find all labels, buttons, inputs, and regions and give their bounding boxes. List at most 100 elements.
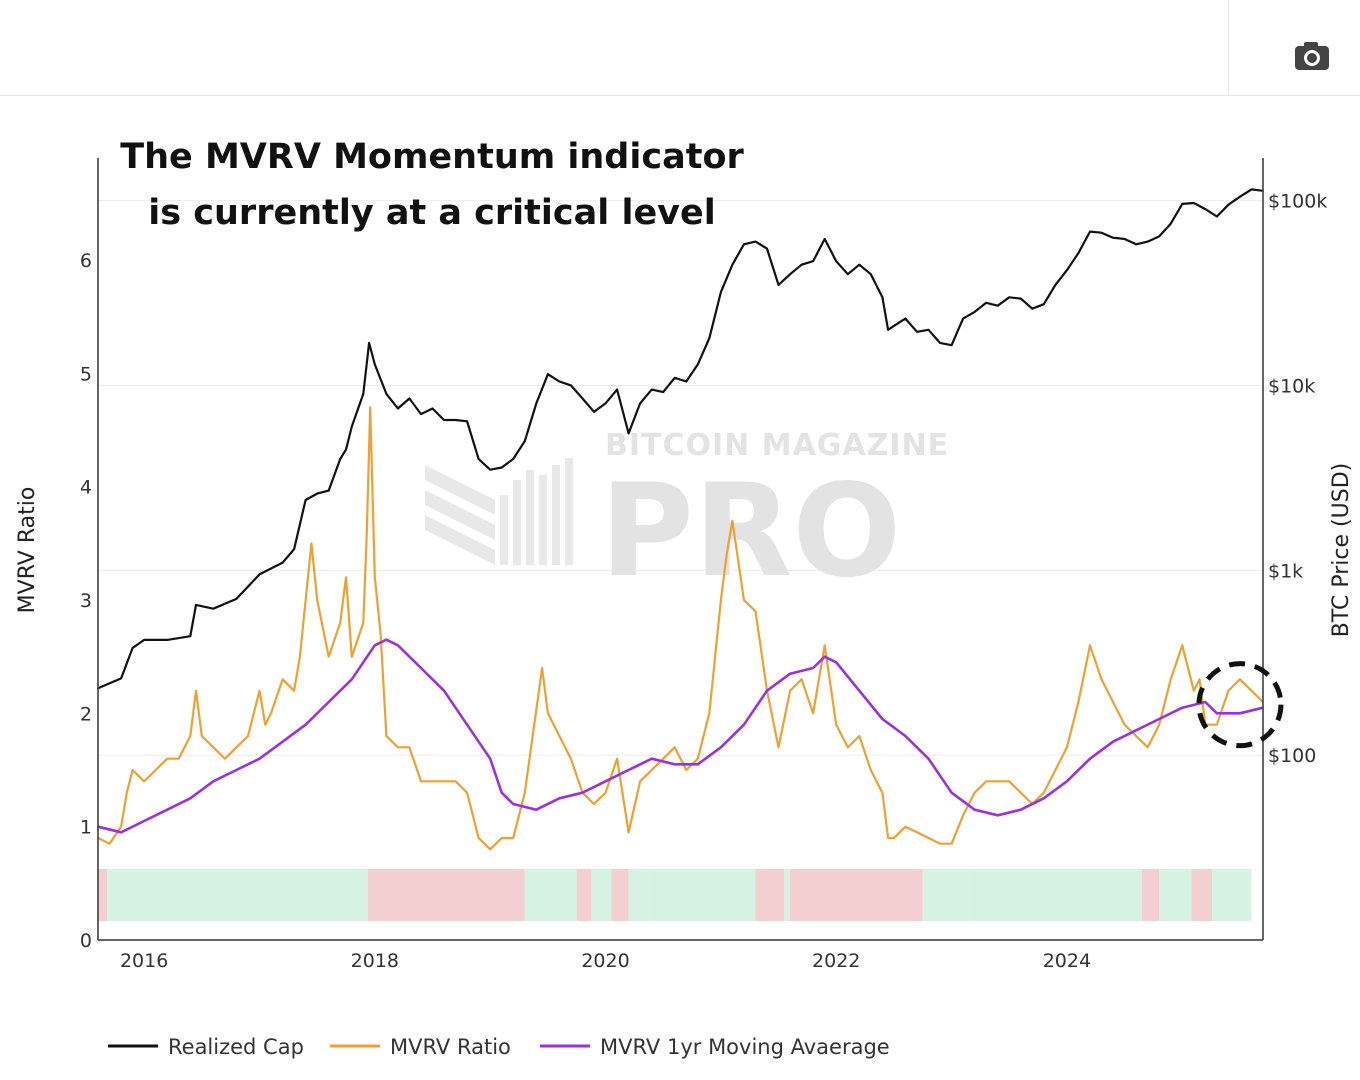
mvrv-ratio-point [685,769,688,771]
mvrv-ratio-point [593,803,595,805]
mvrv-ratio-point [1198,678,1201,681]
realized-cap-point [351,425,353,428]
legend-item-mvrv-moving-average[interactable]: MVRV 1yr Moving Avaerage [540,1035,890,1059]
mvrv-ratio-point [310,542,313,545]
mvrv-ratio-point [397,746,399,749]
mvrv-ratio-point [379,633,382,635]
mvrv-ratio-point [777,746,780,749]
mvrv-ratio-point [1250,689,1253,692]
mvrv-ratio-point [985,780,987,783]
legend-item-realized-cap[interactable]: Realized Cap [108,1035,304,1059]
highlight-dashed-circle [1196,661,1284,749]
mvrv-ratio-point [189,735,192,737]
realized-cap-point [1135,243,1137,246]
mvrv-ratio-point [962,814,964,817]
legend: Realized Cap MVRV Ratio MVRV 1yr Moving … [108,1035,890,1059]
mvrv-1yr-ma-point [1020,808,1022,811]
realized-cap-point [881,296,884,299]
camera-icon[interactable] [1290,36,1336,76]
toolbar-divider [1228,0,1229,96]
realized-cap-point [1193,202,1195,204]
mvrv-1yr-ma-point [904,735,907,737]
realized-cap-point [766,247,768,250]
realized-cap-point [1112,236,1114,239]
realized-cap-point [777,284,780,286]
mvrv-1yr-ma-point [466,723,468,726]
mvrv-ratio-point [154,769,157,771]
realized-cap-point [235,598,238,600]
mvrv-ratio-point [616,757,618,760]
realized-cap-point [1043,303,1045,306]
realized-cap-point [870,273,872,276]
mvrv-ratio-point [835,723,837,726]
mvrv-ratio-point [604,791,607,794]
mvrv-ratio-point [627,831,630,834]
mvrv-ratio-point [224,757,226,760]
mvrv-1yr-ma-point [120,831,122,834]
mvrv-ratio-point [725,553,728,556]
realized-cap-point [293,548,295,550]
mvrv-ratio-point [662,757,664,760]
mvrv-1yr-ma-point [1135,729,1137,732]
mvrv-1yr-ma-point [1216,712,1218,715]
realized-cap-point [1008,296,1010,299]
legend-item-mvrv-ratio[interactable]: MVRV Ratio [330,1035,511,1059]
realized-cap-point [731,263,734,266]
realized-cap-point [1077,252,1080,254]
mvrv-ratio-point [823,644,826,647]
y-left-tick-label: 2 [80,703,92,725]
mvrv-1yr-ma-point [789,672,791,675]
mvrv-ratio-point [818,678,820,681]
realized-cap-point [443,419,445,421]
mvrv-1yr-ma-point [1112,740,1114,743]
mvrv-ratio-point [299,655,301,658]
mvrv-ratio-point [195,689,197,692]
realized-cap-point [345,448,347,451]
mvrv-1yr-ma-point [1066,780,1068,783]
regime-band-bull [784,869,791,921]
mvrv-ratio-point [754,610,757,613]
mvrv-ratio-point [1135,735,1137,737]
realized-cap-point [327,489,330,492]
realized-cap-point [535,402,538,405]
y-right-axis-title: BTC Price (USD) [1329,463,1354,637]
realized-cap-point [835,260,837,263]
mvrv-ratio-line [97,406,1264,851]
realized-cap-point [189,635,192,637]
mvrv-ratio-point [235,746,238,749]
realized-cap-point [616,388,618,391]
realized-cap-point [893,325,895,327]
mvrv-ratio-point [904,825,907,828]
watermark-top-text: BITCOIN MAGAZINE [605,428,949,463]
y-left-axis-title: MVRV Ratio [15,487,40,614]
realized-cap-point [431,407,434,410]
mvrv-ratio-point [1100,678,1103,681]
regime-band-bear [576,869,592,921]
mvrv-ratio-point [1169,678,1172,681]
mvrv-ratio-point [212,746,215,749]
mvrv-ratio-point [293,689,295,692]
mvrv-1yr-ma-point [927,757,930,760]
mvrv-ratio-point [369,406,372,409]
mvrv-ratio-point [281,678,284,681]
watermark-pro-text: PRO [600,457,901,606]
mvrv-1yr-ma-point [581,791,584,794]
regime-band-bull [968,869,1142,921]
mvrv-ratio-point [789,689,791,692]
mvrv-ratio-point [697,757,699,760]
realized-cap-point [1250,188,1253,191]
mvrv-ratio-point [126,791,128,794]
mvrv-1yr-ma-point [823,655,826,658]
mvrv-1yr-ma-point [558,797,561,800]
mvrv-ratio-point [247,735,249,737]
realized-cap-point [212,607,215,610]
legend-label: MVRV Ratio [390,1035,511,1059]
regime-band-bear [790,869,923,921]
mvrv-ratio-point [893,837,895,839]
regime-band-bull [524,869,577,921]
realized-cap-point [887,329,889,331]
mvrv-1yr-ma-point [650,757,653,760]
mvrv-ratio-point [650,769,653,771]
mvrv-1yr-ma-point [304,723,307,726]
mvrv-1yr-ma-point [812,667,814,669]
